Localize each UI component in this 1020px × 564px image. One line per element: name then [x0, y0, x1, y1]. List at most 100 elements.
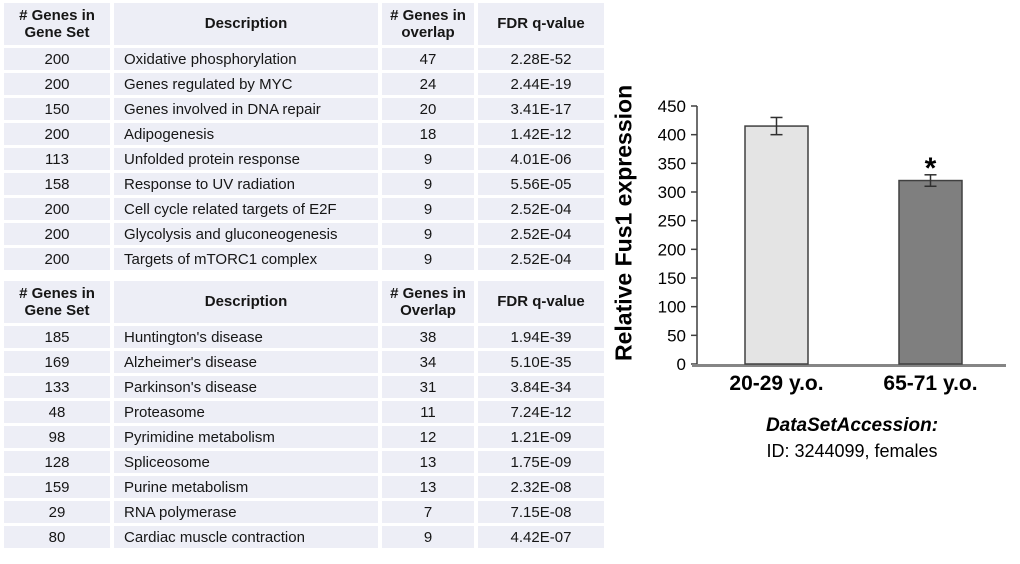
table-cell: 9 [382, 526, 474, 548]
column-header: # Genes in Overlap [382, 281, 474, 323]
table-cell: 34 [382, 351, 474, 373]
table-cell: 98 [4, 426, 110, 448]
bar-chart-plot: 0 50 100 150 200 250 300 350 400 450 20-29 y.o. * 65… [658, 97, 1006, 395]
column-header: Description [114, 281, 378, 323]
table-row: 133 Parkinson's disease 31 3.84E-34 [4, 376, 604, 398]
y-axis-tick-label: 400 [658, 126, 686, 145]
table-cell: 1.21E-09 [478, 426, 604, 448]
table-cell: Unfolded protein response [114, 148, 378, 170]
table-cell: 200 [4, 123, 110, 145]
table-row: 185 Huntington's disease 38 1.94E-39 [4, 326, 604, 348]
table-cell: Alzheimer's disease [114, 351, 378, 373]
table-row: 200 Genes regulated by MYC 24 2.44E-19 [4, 73, 604, 95]
table-cell: 31 [382, 376, 474, 398]
table-cell: 2.44E-19 [478, 73, 604, 95]
y-axis-tick-label: 450 [658, 97, 686, 116]
table-cell: Glycolysis and gluconeogenesis [114, 223, 378, 245]
x-category-label: 65-71 y.o. [883, 372, 977, 395]
significance-asterisk: * [925, 152, 937, 185]
table-cell: 3.84E-34 [478, 376, 604, 398]
table-header-row: # Genes in Gene Set Description # Genes in… [4, 281, 604, 323]
table-row: 200 Targets of mTORC1 complex 9 2.52E-04 [4, 248, 604, 270]
table-cell: 48 [4, 401, 110, 423]
table-row: 200 Adipogenesis 18 1.42E-12 [4, 123, 604, 145]
chart-caption-subtitle: ID: 3244099, females [766, 441, 938, 461]
table-cell: Spliceosome [114, 451, 378, 473]
table-cell: Purine metabolism [114, 476, 378, 498]
table-cell: 9 [382, 148, 474, 170]
table-cell: 4.42E-07 [478, 526, 604, 548]
table-cell: Response to UV radiation [114, 173, 378, 195]
fus1-expression-chart: Relative Fus1 expression 0 50 100 150 200 250… [600, 85, 1020, 564]
gene-set-table-top: # Genes in Gene Set Description # Genes in… [0, 0, 608, 273]
table-cell: 2.32E-08 [478, 476, 604, 498]
table-row: 150 Genes involved in DNA repair 20 3.41E-1… [4, 98, 604, 120]
table-cell: 29 [4, 501, 110, 523]
y-axis-tick-label: 200 [658, 240, 686, 259]
table-cell: 200 [4, 48, 110, 70]
table-cell: Proteasome [114, 401, 378, 423]
table-row: 80 Cardiac muscle contraction 9 4.42E-07 [4, 526, 604, 548]
table-cell: 128 [4, 451, 110, 473]
table-cell: Huntington's disease [114, 326, 378, 348]
table-cell: 158 [4, 173, 110, 195]
table-row: 98 Pyrimidine metabolism 12 1.21E-09 [4, 426, 604, 448]
table-cell: 9 [382, 198, 474, 220]
table-cell: Cell cycle related targets of E2F [114, 198, 378, 220]
table-cell: 7 [382, 501, 474, 523]
table-cell: 7.15E-08 [478, 501, 604, 523]
column-header: FDR q-value [478, 3, 604, 45]
table-cell: 2.52E-04 [478, 223, 604, 245]
bar-1 [744, 125, 809, 365]
table-cell: 200 [4, 248, 110, 270]
column-header: # Genes in overlap [382, 3, 474, 45]
table-cell: 113 [4, 148, 110, 170]
table-cell: Pyrimidine metabolism [114, 426, 378, 448]
table-row: 169 Alzheimer's disease 34 5.10E-35 [4, 351, 604, 373]
y-axis-tick-label: 350 [658, 154, 686, 173]
table-cell: 3.41E-17 [478, 98, 604, 120]
table-cell: 80 [4, 526, 110, 548]
table-row: 48 Proteasome 11 7.24E-12 [4, 401, 604, 423]
table-cell: 2.28E-52 [478, 48, 604, 70]
table-cell: 9 [382, 248, 474, 270]
table-row: 128 Spliceosome 13 1.75E-09 [4, 451, 604, 473]
table-cell: RNA polymerase [114, 501, 378, 523]
gene-set-table-bottom: # Genes in Gene Set Description # Genes in… [0, 278, 608, 551]
y-axis-tick-label: 50 [667, 326, 686, 345]
table-row: 158 Response to UV radiation 9 5.56E-05 [4, 173, 604, 195]
table-cell: 200 [4, 73, 110, 95]
table-cell: 150 [4, 98, 110, 120]
chart-caption: DataSetAccession: ID: 3244099, females [697, 415, 1007, 462]
column-header: Description [114, 3, 378, 45]
table-cell: 169 [4, 351, 110, 373]
table-cell: 9 [382, 173, 474, 195]
y-axis-tick-label: 300 [658, 183, 686, 202]
table-row: 200 Glycolysis and gluconeogenesis 9 2.52E-… [4, 223, 604, 245]
table-cell: 5.10E-35 [478, 351, 604, 373]
table-cell: 1.75E-09 [478, 451, 604, 473]
table-cell: 1.94E-39 [478, 326, 604, 348]
table-cell: Genes regulated by MYC [114, 73, 378, 95]
table-row: 200 Oxidative phosphorylation 47 2.28E-52 [4, 48, 604, 70]
table-cell: Genes involved in DNA repair [114, 98, 378, 120]
table-cell: 12 [382, 426, 474, 448]
x-category-label: 20-29 y.o. [729, 372, 823, 395]
table-cell: Adipogenesis [114, 123, 378, 145]
table-cell: 159 [4, 476, 110, 498]
table-cell: 9 [382, 223, 474, 245]
table-cell: 2.52E-04 [478, 198, 604, 220]
table-cell: 7.24E-12 [478, 401, 604, 423]
table-cell: Parkinson's disease [114, 376, 378, 398]
table-cell: 11 [382, 401, 474, 423]
table-cell: 133 [4, 376, 110, 398]
table-header-row: # Genes in Gene Set Description # Genes in… [4, 3, 604, 45]
table-cell: 200 [4, 198, 110, 220]
table-cell: 47 [382, 48, 474, 70]
table-cell: Cardiac muscle contraction [114, 526, 378, 548]
table-cell: 13 [382, 451, 474, 473]
column-header: FDR q-value [478, 281, 604, 323]
table-cell: 13 [382, 476, 474, 498]
table-cell: 200 [4, 223, 110, 245]
table-cell: 18 [382, 123, 474, 145]
